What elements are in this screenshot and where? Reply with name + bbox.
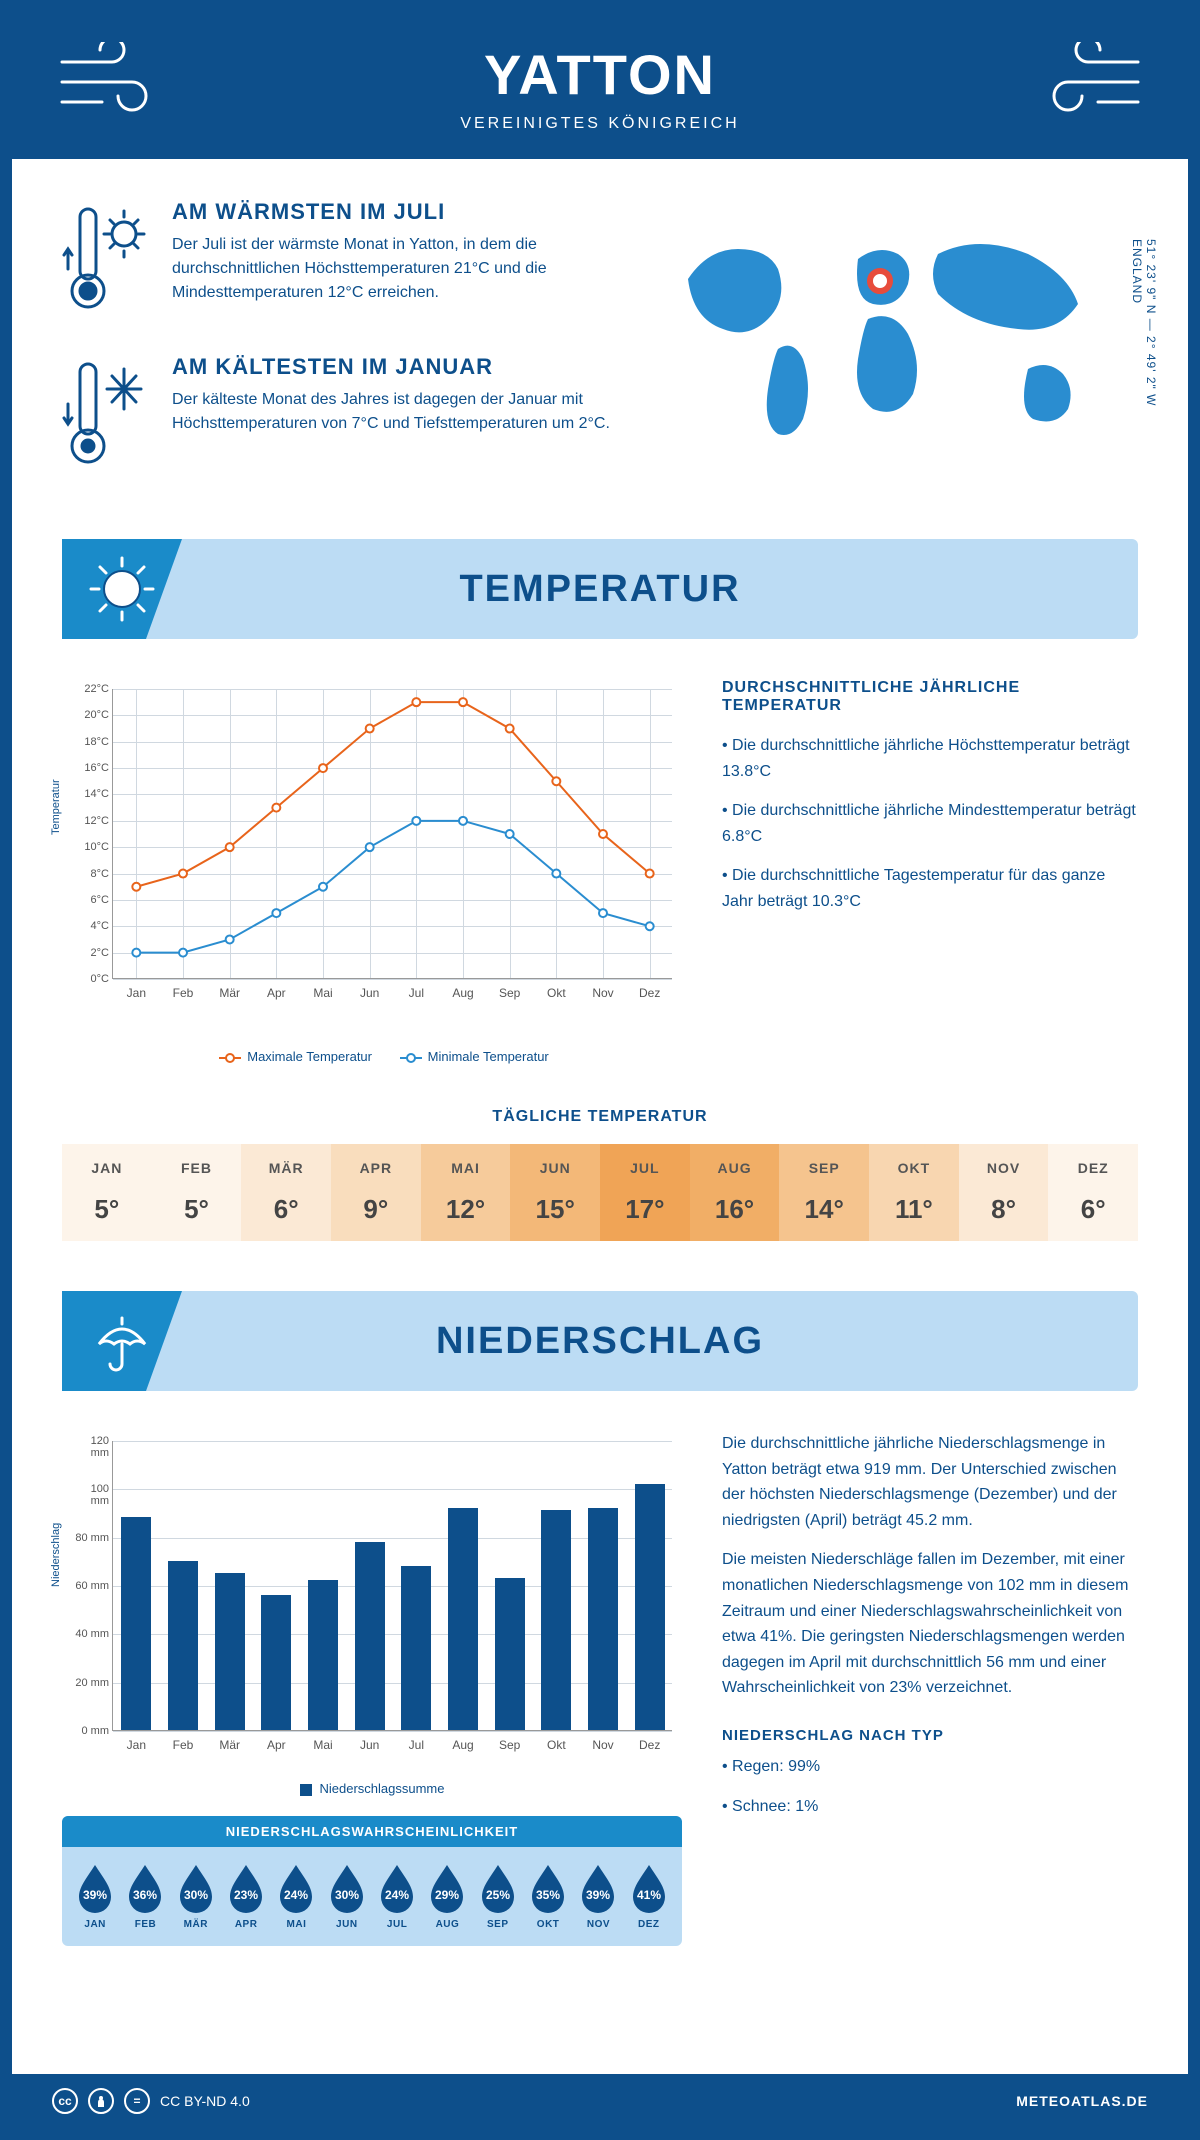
by-icon <box>88 2088 114 2114</box>
warmest-text: Der Juli ist der wärmste Monat in Yatton… <box>172 233 618 305</box>
svg-text:30%: 30% <box>184 1888 208 1902</box>
probability-drop: 39%JAN <box>74 1861 116 1930</box>
precipitation-section-header: NIEDERSCHLAG <box>62 1291 1138 1391</box>
wind-icon <box>52 42 162 127</box>
license-badge: cc = CC BY-ND 4.0 <box>52 2088 250 2114</box>
temperature-section-header: TEMPERATUR <box>62 539 1138 639</box>
daily-cell: NOV8° <box>959 1144 1049 1241</box>
precipitation-probability-box: NIEDERSCHLAGSWAHRSCHEINLICHKEIT 39%JAN36… <box>62 1816 682 1946</box>
location-title: YATTON <box>12 42 1188 107</box>
svg-text:24%: 24% <box>385 1888 409 1902</box>
wind-icon <box>1038 42 1148 127</box>
coldest-block: AM KÄLTESTEN IM JANUAR Der kälteste Mona… <box>62 354 618 479</box>
daily-cell: OKT11° <box>869 1144 959 1241</box>
temp-bullet: Die durchschnittliche jährliche Höchstte… <box>722 733 1138 784</box>
sun-icon <box>62 539 182 639</box>
header-banner: YATTON VEREINIGTES KÖNIGREICH <box>12 12 1188 159</box>
umbrella-icon <box>62 1291 182 1391</box>
nd-icon: = <box>124 2088 150 2114</box>
daily-cell: JUN15° <box>510 1144 600 1241</box>
precip-type-item: Schnee: 1% <box>722 1794 1138 1820</box>
warmest-block: AM WÄRMSTEN IM JULI Der Juli ist der wär… <box>62 199 618 324</box>
temperature-title: TEMPERATUR <box>459 568 740 611</box>
probability-drop: 39%NOV <box>577 1861 619 1930</box>
coldest-title: AM KÄLTESTEN IM JANUAR <box>172 354 618 380</box>
temp-bullet: Die durchschnittliche Tagestemperatur fü… <box>722 863 1138 914</box>
probability-drop: 30%JUN <box>326 1861 368 1930</box>
svg-text:41%: 41% <box>637 1888 661 1902</box>
svg-text:35%: 35% <box>536 1888 560 1902</box>
daily-cell: JUL17° <box>600 1144 690 1241</box>
daily-temp-table: JAN5°FEB5°MÄR6°APR9°MAI12°JUN15°JUL17°AU… <box>62 1144 1138 1241</box>
coordinates-label: 51° 23' 9" N — 2° 49' 2" WENGLAND <box>1130 239 1158 406</box>
cc-icon: cc <box>52 2088 78 2114</box>
probability-drop: 23%APR <box>225 1861 267 1930</box>
daily-cell: DEZ6° <box>1048 1144 1138 1241</box>
precipitation-bar-chart: Niederschlag 0 mm20 mm40 mm60 mm80 mm100… <box>62 1431 682 1771</box>
daily-cell: JAN5° <box>62 1144 152 1241</box>
temperature-chart-legend: Maximale Temperatur Minimale Temperatur <box>62 1049 682 1064</box>
probability-drop: 41%DEZ <box>628 1861 670 1930</box>
daily-temp-title: TÄGLICHE TEMPERATUR <box>12 1108 1188 1126</box>
svg-text:39%: 39% <box>586 1888 610 1902</box>
svg-text:24%: 24% <box>284 1888 308 1902</box>
probability-drop: 25%SEP <box>477 1861 519 1930</box>
daily-cell: MAI12° <box>421 1144 511 1241</box>
probability-drop: 30%MÄR <box>175 1861 217 1930</box>
location-country: VEREINIGTES KÖNIGREICH <box>12 115 1188 133</box>
probability-drop: 36%FEB <box>124 1861 166 1930</box>
precipitation-summary: Die durchschnittliche jährliche Niedersc… <box>722 1431 1138 1946</box>
probability-drop: 24%JUL <box>376 1861 418 1930</box>
intro-row: AM WÄRMSTEN IM JULI Der Juli ist der wär… <box>12 159 1188 539</box>
precipitation-chart-legend: Niederschlagssumme <box>62 1781 682 1796</box>
temperature-line-chart: Temperatur 0°C2°C4°C6°C8°C10°C12°C14°C16… <box>62 679 682 1019</box>
daily-cell: SEP14° <box>779 1144 869 1241</box>
footer-bar: cc = CC BY-ND 4.0 METEOATLAS.DE <box>12 2074 1188 2128</box>
daily-cell: FEB5° <box>152 1144 242 1241</box>
daily-cell: AUG16° <box>690 1144 780 1241</box>
svg-text:29%: 29% <box>435 1888 459 1902</box>
thermometer-sun-icon <box>62 199 152 324</box>
thermometer-snow-icon <box>62 354 152 479</box>
temperature-summary: DURCHSCHNITTLICHE JÄHRLICHE TEMPERATUR D… <box>722 679 1138 1064</box>
warmest-title: AM WÄRMSTEN IM JULI <box>172 199 618 225</box>
daily-cell: APR9° <box>331 1144 421 1241</box>
world-map: 51° 23' 9" N — 2° 49' 2" WENGLAND <box>658 199 1138 509</box>
svg-text:23%: 23% <box>234 1888 258 1902</box>
probability-drop: 24%MAI <box>275 1861 317 1930</box>
svg-text:25%: 25% <box>486 1888 510 1902</box>
daily-cell: MÄR6° <box>241 1144 331 1241</box>
svg-text:30%: 30% <box>335 1888 359 1902</box>
temp-bullet: Die durchschnittliche jährliche Mindestt… <box>722 798 1138 849</box>
probability-drop: 35%OKT <box>527 1861 569 1930</box>
precip-type-item: Regen: 99% <box>722 1754 1138 1780</box>
site-name: METEOATLAS.DE <box>1016 2093 1148 2109</box>
svg-text:36%: 36% <box>133 1888 157 1902</box>
svg-text:39%: 39% <box>83 1888 107 1902</box>
infographic-page: YATTON VEREINIGTES KÖNIGREICH AM WÄRMSTE… <box>0 0 1200 2140</box>
precipitation-title: NIEDERSCHLAG <box>436 1320 764 1363</box>
probability-drop: 29%AUG <box>426 1861 468 1930</box>
coldest-text: Der kälteste Monat des Jahres ist dagege… <box>172 388 618 436</box>
